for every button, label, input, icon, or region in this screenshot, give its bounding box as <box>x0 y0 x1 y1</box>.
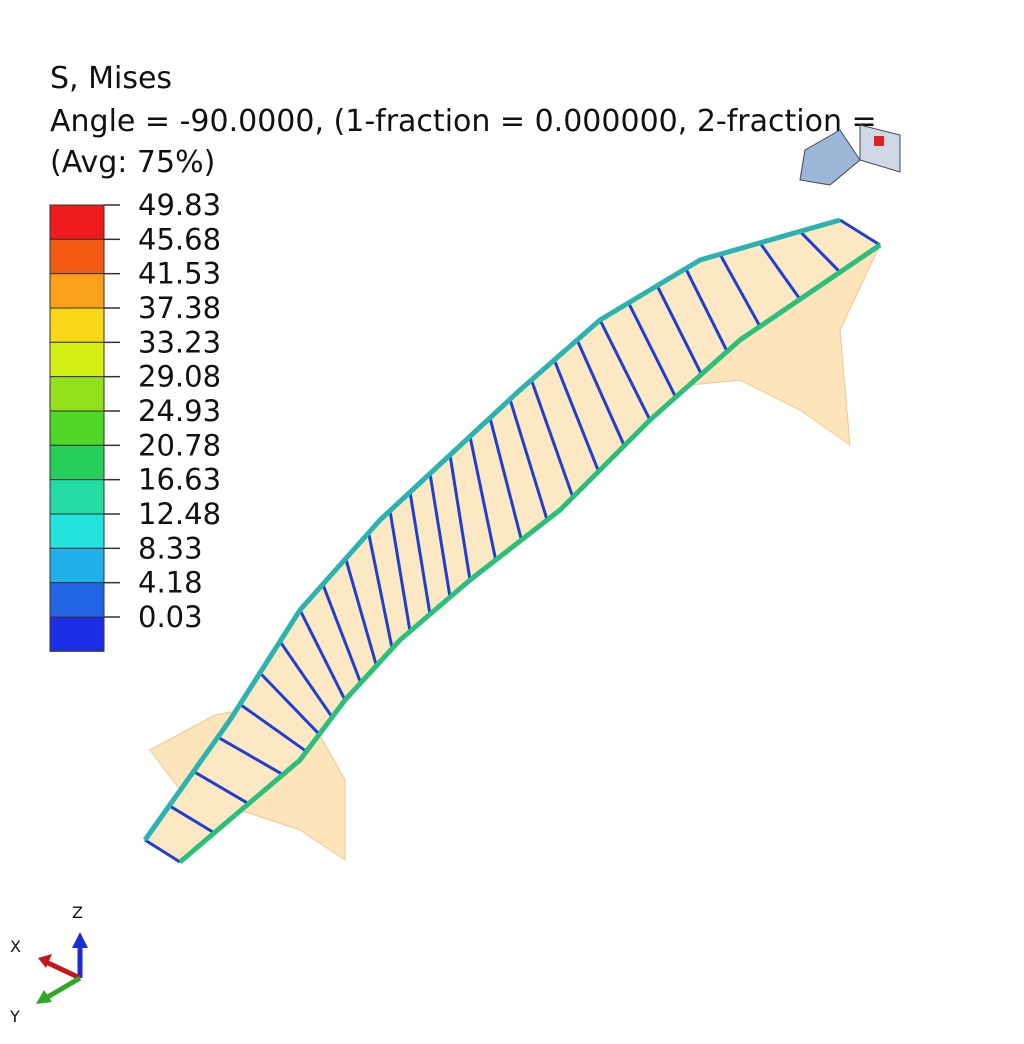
axis-label: X <box>10 937 21 956</box>
legend-band <box>49 513 105 549</box>
legend: 49.8345.6841.5337.3833.2329.0824.9320.78… <box>49 188 221 652</box>
cross-beam <box>598 319 652 421</box>
legend-band <box>49 444 105 481</box>
cross-beam <box>468 436 498 561</box>
cross-beam <box>258 671 321 736</box>
cross-beam <box>408 491 432 615</box>
axis-label: Y <box>9 1007 20 1026</box>
legend-band <box>49 547 105 584</box>
cube-marker <box>874 136 884 146</box>
legend-label: 12.48 <box>138 497 221 531</box>
legend-band <box>49 479 105 515</box>
arrow <box>72 932 88 948</box>
legend-label: 37.38 <box>138 291 221 325</box>
view-cube <box>799 124 901 186</box>
title: S, Mises <box>50 61 172 96</box>
cross-beam <box>321 583 363 684</box>
legend-label: 4.18 <box>138 566 203 600</box>
cross-beam <box>655 285 703 375</box>
legend-label: 49.83 <box>138 188 221 222</box>
edge-girder <box>142 217 841 842</box>
legend-band <box>49 273 105 309</box>
cross-beam <box>488 417 523 541</box>
legend-label: 0.03 <box>138 600 203 634</box>
legend-label: 24.93 <box>138 394 221 428</box>
model <box>142 217 882 864</box>
cross-beam <box>367 532 394 649</box>
note: (Avg: 75%) <box>50 145 215 180</box>
cross-beam <box>217 735 284 776</box>
deck <box>142 217 882 864</box>
cross-beam <box>428 473 452 598</box>
cube-face <box>859 124 901 173</box>
cross-beam <box>627 302 678 398</box>
cross-beam <box>144 838 181 864</box>
legend-label: 33.23 <box>138 325 221 359</box>
cross-beam <box>684 267 729 353</box>
cross-beam <box>448 454 472 581</box>
arrow <box>38 954 52 968</box>
legend-band <box>49 341 105 378</box>
subtitle: Angle = -90.0000, (1-fraction = 0.000000… <box>50 104 877 139</box>
legend-band <box>49 616 105 652</box>
legend-label: 16.63 <box>138 463 221 497</box>
cross-beam <box>758 241 802 301</box>
cross-beam <box>552 359 600 472</box>
legend-band <box>49 376 105 412</box>
cross-beam <box>192 770 250 806</box>
legend-label: 8.33 <box>138 531 203 565</box>
arrow <box>36 990 52 1004</box>
legend-band <box>49 410 105 446</box>
legend-band <box>49 307 105 343</box>
legend-label: 20.78 <box>138 428 221 462</box>
axis-x <box>44 959 82 981</box>
cross-beam <box>278 640 334 718</box>
cross-beam <box>839 218 881 247</box>
cross-beam <box>344 558 378 667</box>
axis-label: Z <box>72 903 83 922</box>
cross-beam <box>168 804 216 835</box>
deck-surface <box>145 220 880 862</box>
cube-face <box>799 129 861 186</box>
edge-girder <box>178 242 882 864</box>
cross-beam <box>508 398 549 521</box>
legend-label: 29.08 <box>138 360 221 394</box>
cross-beam <box>298 609 347 701</box>
cross-beam <box>388 510 412 632</box>
legend-band <box>49 204 105 240</box>
cross-beam <box>239 703 308 753</box>
cross-beam <box>798 230 842 274</box>
legend-label: 45.68 <box>138 222 221 256</box>
legend-label: 41.53 <box>138 257 221 291</box>
legend-band <box>49 238 105 275</box>
cross-beam <box>718 253 762 328</box>
triad: Z X Y <box>9 903 88 1026</box>
cross-beam <box>575 339 626 447</box>
cross-beam <box>530 379 575 498</box>
axis-y <box>44 975 82 1001</box>
legend-band <box>49 582 105 618</box>
